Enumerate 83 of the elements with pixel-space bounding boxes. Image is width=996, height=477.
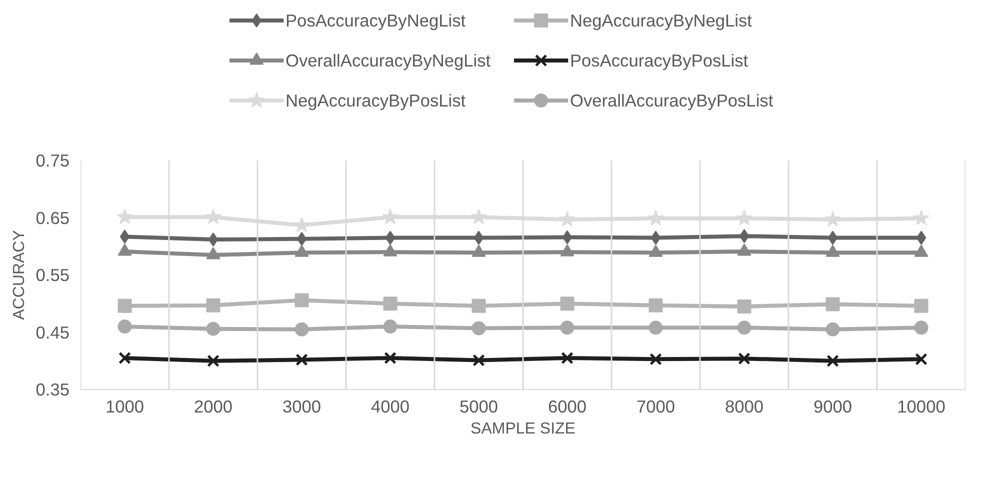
point: [118, 352, 131, 364]
point: [382, 208, 398, 224]
point: [737, 320, 752, 335]
x-tick-label: 3000: [282, 396, 322, 416]
point: [915, 352, 928, 366]
point: [559, 210, 576, 226]
legend-label: PosAccuracyByPosList: [570, 50, 748, 70]
point: [383, 296, 398, 311]
x-tick-label: 10000: [897, 396, 946, 416]
point: [384, 352, 396, 364]
point: [914, 244, 928, 257]
point: [294, 244, 309, 257]
legend-label: OverallAccuracyByNegList: [285, 50, 491, 70]
point: [562, 230, 572, 244]
y-tick-label: 0.65: [36, 208, 70, 228]
point: [294, 216, 310, 232]
point: [737, 244, 752, 256]
point: [738, 352, 750, 365]
point: [560, 296, 574, 311]
y-tick-label: 0.45: [36, 322, 70, 342]
x-tick-label: 8000: [724, 396, 764, 416]
point: [560, 320, 574, 335]
legend-label: NegAccuracyByPosList: [285, 90, 466, 110]
y-axis-title: ACCURACY: [10, 230, 28, 320]
x-tick-label: 6000: [548, 396, 587, 416]
point: [472, 321, 486, 336]
point: [648, 244, 663, 257]
point: [118, 320, 132, 334]
point: [648, 320, 663, 335]
point: [826, 244, 840, 257]
point: [914, 320, 928, 335]
point: [650, 230, 661, 245]
point: [294, 293, 309, 308]
y-tick-label: 0.75: [36, 150, 70, 170]
legend-label: OverallAccuracyByPosList: [570, 90, 774, 110]
point: [294, 322, 309, 336]
legend-label: NegAccuracyByNegList: [570, 10, 752, 30]
point: [648, 298, 663, 312]
point: [648, 210, 664, 226]
point: [472, 354, 485, 366]
point: [205, 208, 222, 224]
x-tick-label: 2000: [194, 396, 233, 416]
point: [824, 210, 841, 226]
point: [116, 208, 133, 224]
point: [828, 230, 838, 245]
point: [916, 230, 926, 245]
point: [472, 298, 486, 313]
point: [206, 322, 220, 336]
x-tick-label: 9000: [813, 396, 852, 416]
point: [296, 354, 308, 366]
point: [118, 244, 132, 256]
x-tick-label: 4000: [370, 396, 410, 416]
point: [120, 230, 130, 244]
point: [739, 229, 750, 244]
y-tick-label: 0.35: [36, 380, 70, 400]
point: [826, 297, 840, 312]
y-tick-label: 0.55: [36, 265, 70, 285]
point: [383, 244, 398, 256]
point: [914, 298, 928, 313]
point: [470, 208, 487, 224]
point: [650, 352, 662, 366]
point: [474, 230, 484, 245]
point: [913, 210, 930, 226]
point: [118, 298, 132, 313]
point: [296, 232, 307, 246]
x-tick-label: 5000: [459, 396, 498, 416]
legend-label: PosAccuracyByNegList: [285, 10, 466, 30]
point: [383, 320, 398, 334]
point: [206, 246, 220, 260]
x-tick-label: 7000: [636, 396, 676, 416]
point: [472, 244, 486, 257]
point: [826, 322, 840, 336]
point: [207, 354, 220, 368]
point: [737, 299, 752, 314]
point: [208, 232, 218, 247]
point: [826, 354, 839, 368]
x-axis-title: SAMPLE SIZE: [470, 420, 576, 438]
point: [561, 352, 574, 364]
point: [206, 298, 220, 312]
point: [560, 244, 574, 256]
x-tick-label: 1000: [105, 396, 144, 416]
point: [385, 230, 396, 245]
point: [736, 210, 752, 226]
